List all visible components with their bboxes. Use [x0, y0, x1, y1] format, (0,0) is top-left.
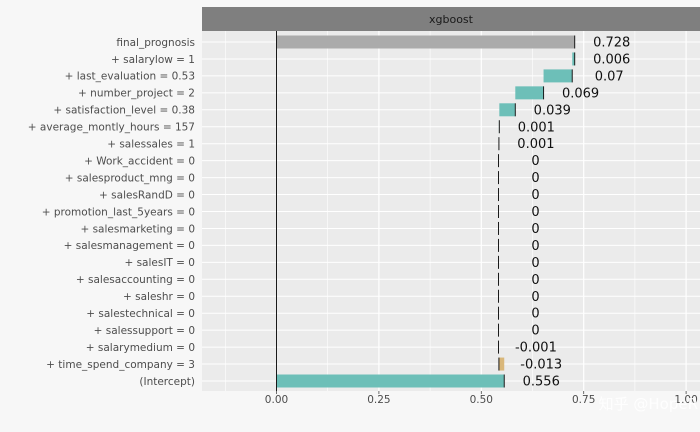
bars: [276, 31, 576, 391]
bar-4: [499, 103, 516, 117]
x-axis-ticks: 0.00 0.25 0.50 0.75 1.00: [265, 391, 698, 406]
row-label-9: + salesRandD = 0: [99, 189, 195, 201]
value-label-9: 0: [531, 188, 539, 203]
row-label-19: + time_spend_company = 3: [46, 359, 195, 371]
bar-0: [276, 35, 575, 49]
value-label-1: 0.006: [593, 52, 630, 67]
x-tick-label-4: 1.00: [674, 394, 697, 406]
x-tick-label-0: 0.00: [265, 394, 288, 406]
bar-1: [572, 52, 575, 66]
value-label-3: 0.069: [562, 86, 599, 101]
row-label-17: + salessupport = 0: [94, 325, 195, 337]
row-label-15: + saleshr = 0: [123, 291, 195, 303]
value-label-7: 0: [531, 154, 539, 169]
value-label-18: -0.001: [515, 341, 557, 356]
value-label-15: 0: [531, 290, 539, 305]
x-tick-label-2: 0.50: [470, 394, 493, 406]
value-label-4: 0.039: [534, 103, 571, 118]
row-label-3: + number_project = 2: [78, 88, 195, 100]
bar-3: [515, 86, 544, 100]
row-label-6: + salessales = 1: [107, 139, 195, 151]
row-label-2: + last_evaluation = 0.53: [65, 71, 195, 83]
value-label-16: 0: [531, 307, 539, 322]
row-label-12: + salesmanagement = 0: [64, 240, 195, 252]
facet-strip: [202, 7, 700, 31]
row-label-1: + salarylow = 1: [111, 54, 195, 66]
value-label-6: 0.001: [517, 137, 554, 152]
value-label-19: -0.013: [520, 358, 562, 373]
value-label-13: 0: [531, 256, 539, 271]
facet-strip-title: xgboost: [429, 13, 474, 26]
row-label-11: + salesmarketing = 0: [80, 223, 195, 235]
x-tick-label-1: 0.25: [367, 394, 390, 406]
x-tick-label-3: 0.75: [572, 394, 595, 406]
row-label-4: + satisfaction_level = 0.38: [53, 105, 195, 117]
value-label-14: 0: [531, 273, 539, 288]
bar-2: [543, 69, 573, 83]
value-label-5: 0.001: [518, 120, 555, 135]
row-label-0: final_prognosis: [116, 37, 195, 49]
bar-19: [498, 357, 505, 371]
value-label-11: 0: [531, 222, 539, 237]
bar-20: [276, 374, 505, 388]
value-label-17: 0: [531, 324, 539, 339]
row-labels: final_prognosis + salarylow = 1 + last_eva…: [28, 37, 195, 388]
row-label-20: (Intercept): [139, 376, 195, 388]
value-label-12: 0: [531, 239, 539, 254]
row-label-14: + salesaccounting = 0: [76, 274, 195, 286]
value-label-8: 0: [531, 171, 539, 186]
row-label-7: + Work_accident = 0: [84, 155, 195, 167]
row-label-5: + average_montly_hours = 157: [28, 122, 195, 134]
value-label-0: 0.728: [593, 36, 630, 51]
row-label-18: + salarymedium = 0: [86, 342, 195, 354]
watermark: 知乎 @HopeR: [599, 395, 698, 413]
row-label-16: + salestechnical = 0: [86, 308, 195, 320]
value-label-20: 0.556: [523, 375, 560, 390]
row-label-13: + salesIT = 0: [124, 257, 195, 269]
row-label-10: + promotion_last_5years = 0: [42, 206, 195, 218]
value-label-2: 0.07: [595, 69, 624, 84]
row-label-8: + salesproduct_mng = 0: [65, 172, 195, 184]
value-label-10: 0: [531, 205, 539, 220]
